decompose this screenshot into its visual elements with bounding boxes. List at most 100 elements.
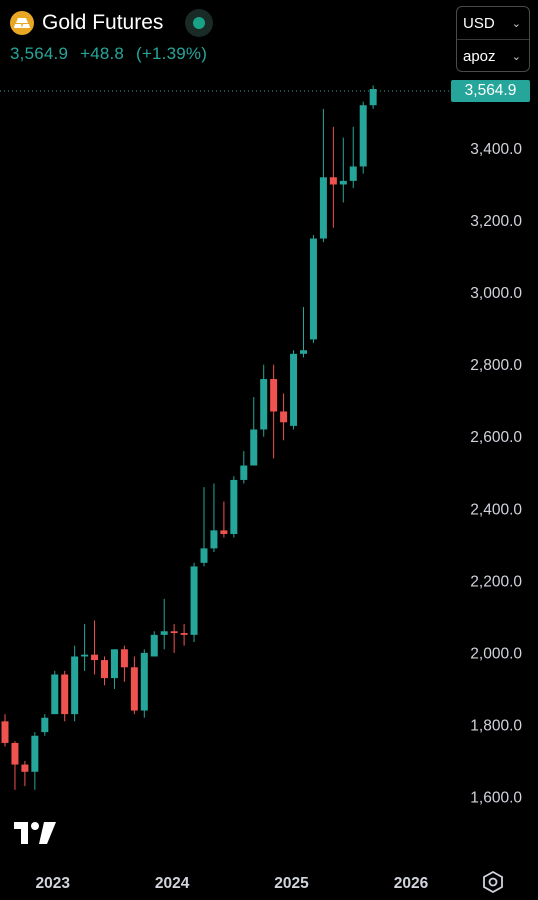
- candle: [270, 364, 278, 459]
- candle-body: [300, 350, 307, 354]
- candle: [250, 397, 258, 466]
- price-tick-label: 3,400.0: [470, 141, 522, 158]
- price-tick-label: 2,400.0: [470, 501, 522, 518]
- candle-body: [61, 674, 69, 715]
- candle: [260, 364, 268, 437]
- candle: [329, 126, 337, 228]
- candle: [369, 85, 377, 109]
- candle-body: [81, 654, 89, 657]
- candle-body: [270, 379, 278, 412]
- price-summary: 3,564.9 +48.8 (+1.39%): [10, 44, 448, 64]
- candle-body: [260, 379, 268, 430]
- candle: [71, 645, 79, 722]
- last-price-tag: 3,564.9: [451, 80, 530, 102]
- price-tick-label: 1,800.0: [470, 717, 522, 734]
- candle: [319, 108, 327, 243]
- candle-body: [290, 353, 298, 426]
- unit-selectors: USD ⌄ apoz ⌄: [456, 6, 530, 72]
- candle: [31, 732, 39, 790]
- candle: [300, 306, 307, 358]
- candle: [190, 562, 198, 643]
- candle-body: [51, 674, 59, 715]
- settings-icon[interactable]: [481, 870, 505, 894]
- candle-body: [120, 649, 128, 668]
- candle: [290, 350, 298, 430]
- candle-body: [41, 717, 49, 733]
- candle-body: [349, 166, 357, 181]
- candle: [210, 483, 218, 552]
- candle-body: [359, 105, 367, 167]
- candle-body: [71, 656, 79, 715]
- candle: [230, 476, 238, 538]
- candle-body: [329, 177, 337, 185]
- candle: [359, 101, 367, 174]
- candle: [220, 501, 228, 538]
- time-tick-label: 2025: [274, 875, 309, 892]
- candle-body: [309, 238, 317, 340]
- candle-body: [319, 177, 327, 239]
- time-axis: 2023 2024 2025 2026: [36, 875, 429, 892]
- price-tick-label: 2,800.0: [470, 357, 522, 374]
- candle-body: [91, 654, 99, 661]
- candle-body: [160, 631, 168, 635]
- candle: [240, 451, 248, 484]
- market-status-icon[interactable]: [185, 9, 214, 37]
- candle-body: [200, 548, 208, 563]
- candle: [309, 234, 317, 344]
- candle-body: [31, 735, 39, 772]
- price-change-percent: (+1.39%): [136, 44, 208, 63]
- candle-body: [339, 180, 347, 185]
- unit-value: apoz: [463, 47, 496, 65]
- candles-layer: [1, 85, 377, 790]
- symbol-title[interactable]: Gold Futures: [42, 11, 164, 34]
- candle: [200, 487, 208, 567]
- chevron-down-icon: ⌄: [511, 50, 521, 63]
- candle-body: [180, 633, 188, 635]
- candle: [11, 741, 19, 790]
- candle-body: [140, 652, 148, 711]
- candle-body: [210, 530, 218, 549]
- candle-body: [230, 479, 238, 534]
- time-tick-label: 2023: [36, 875, 71, 892]
- candle: [280, 393, 288, 441]
- candle: [81, 624, 89, 671]
- candle-body: [130, 667, 138, 711]
- gold-bars-icon: [10, 11, 34, 35]
- price-tick-label: 3,000.0: [470, 285, 522, 302]
- candle-body: [369, 89, 377, 106]
- price-change: +48.8: [80, 44, 125, 63]
- chart-header: Gold Futures 3,564.9 +48.8 (+1.39%): [10, 8, 448, 72]
- last-price: 3,564.9: [10, 44, 69, 63]
- price-tick-label: 3,200.0: [470, 213, 522, 230]
- time-tick-label: 2024: [155, 875, 190, 892]
- candle: [21, 760, 29, 787]
- tradingview-logo-icon[interactable]: [14, 820, 60, 846]
- currency-select[interactable]: USD ⌄: [457, 7, 529, 39]
- candle: [130, 656, 138, 715]
- candle: [51, 670, 59, 715]
- candle-body: [220, 530, 228, 534]
- candle: [61, 670, 69, 722]
- time-tick-label: 2026: [394, 875, 429, 892]
- unit-select[interactable]: apoz ⌄: [457, 39, 529, 72]
- price-tick-label: 1,600.0: [470, 790, 522, 807]
- candle-body: [280, 411, 288, 423]
- candle: [101, 656, 108, 686]
- candle: [41, 714, 49, 736]
- currency-value: USD: [463, 14, 495, 32]
- candle-body: [190, 566, 198, 635]
- price-axis: 1,600.0 1,800.0 2,000.0 2,200.0 2,400.0 2,600…: [470, 141, 522, 807]
- candle-body: [110, 649, 118, 679]
- candle-body: [1, 721, 9, 743]
- candle-body: [250, 429, 258, 466]
- candle: [180, 624, 188, 646]
- candle: [150, 631, 158, 657]
- candle: [110, 649, 118, 689]
- candle-body: [170, 631, 178, 634]
- price-tick-label: 2,000.0: [470, 645, 522, 662]
- candle-body: [240, 465, 248, 480]
- candle: [349, 126, 357, 189]
- price-tick-label: 2,600.0: [470, 429, 522, 446]
- candle: [170, 624, 178, 653]
